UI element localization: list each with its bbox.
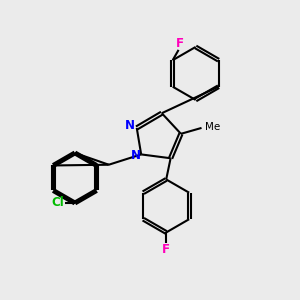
Text: Me: Me: [206, 122, 220, 132]
Text: F: F: [176, 37, 184, 50]
Text: Cl: Cl: [51, 196, 64, 209]
Text: F: F: [162, 243, 170, 256]
Text: N: N: [131, 149, 141, 162]
Text: N: N: [125, 119, 135, 132]
